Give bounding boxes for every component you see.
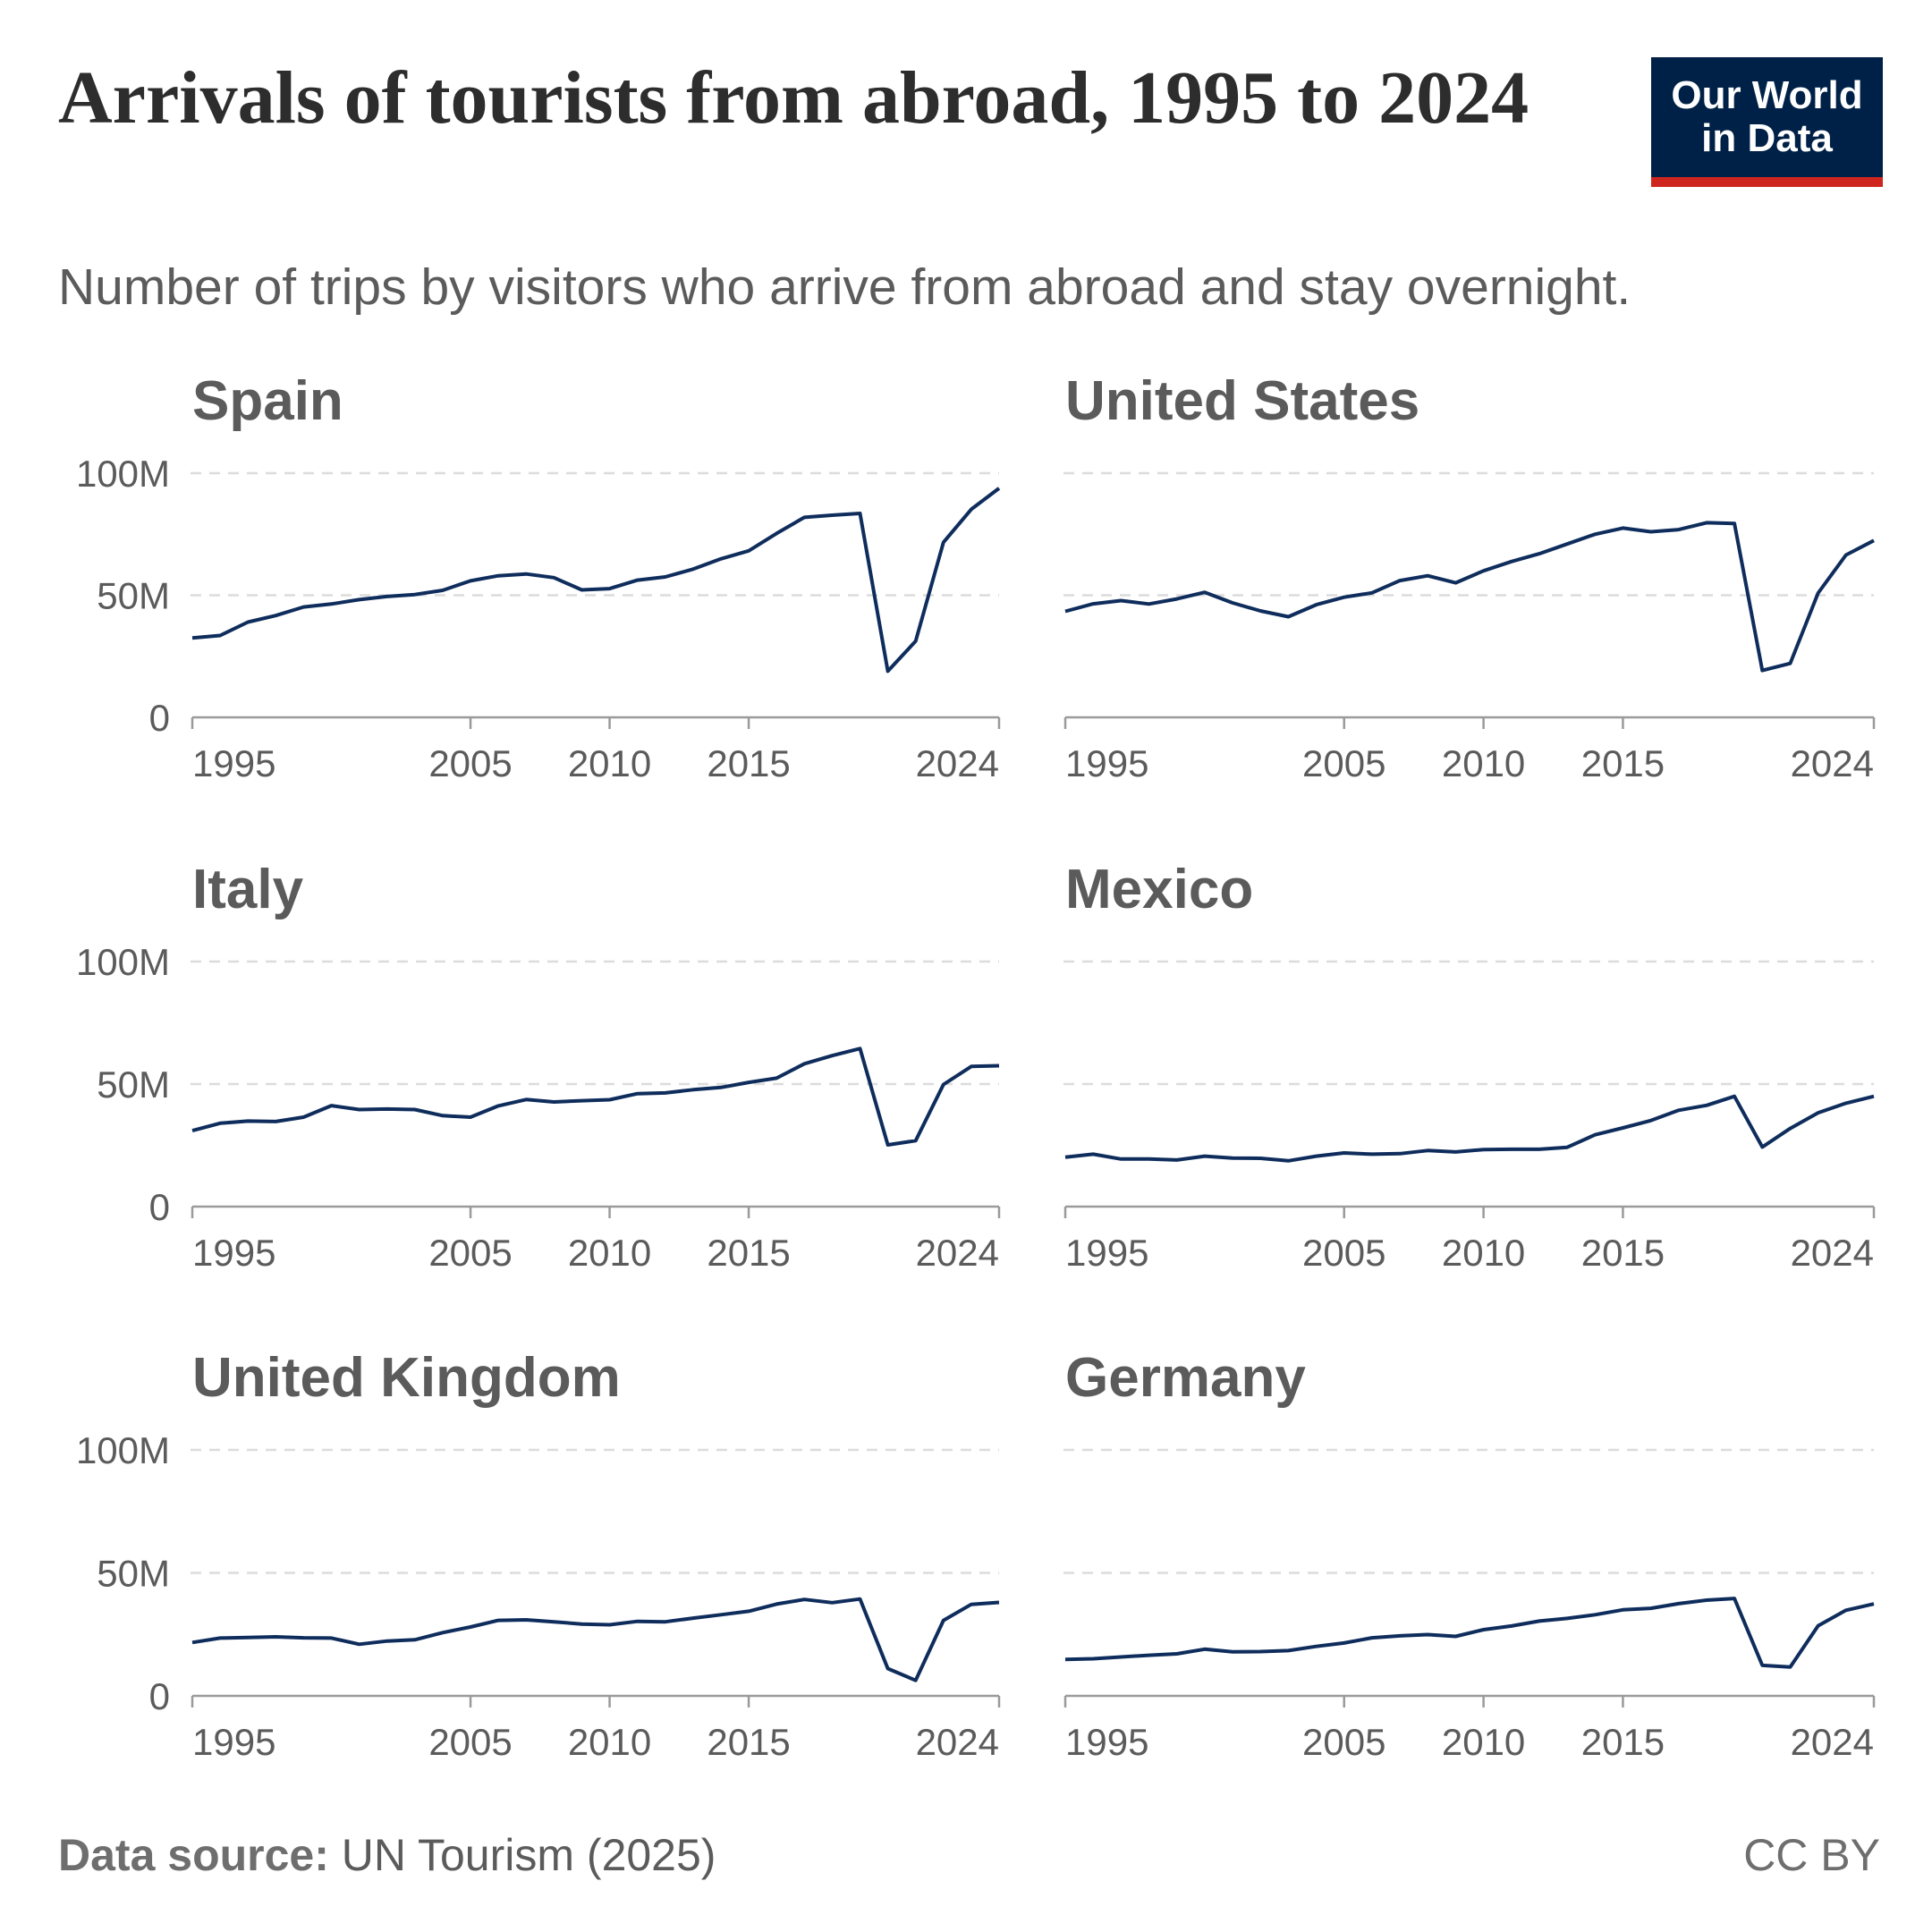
panel-title: Italy (192, 859, 304, 920)
x-tick-label: 1995 (192, 1721, 275, 1763)
x-tick-label: 2010 (568, 1721, 651, 1763)
data-line (191, 1046, 1000, 1147)
x-tick-label: 2005 (1302, 1721, 1385, 1763)
y-tick-label: 50M (97, 1553, 170, 1595)
x-tick-label: 2015 (1581, 1232, 1665, 1274)
y-tick-label: 100M (76, 941, 170, 983)
logo-line: Our World (1671, 73, 1863, 117)
x-tick-label: 2024 (1791, 742, 1874, 784)
x-tick-label: 2015 (1581, 1721, 1665, 1763)
source-label: Data source: (58, 1830, 329, 1880)
x-tick-label: 2024 (1791, 1232, 1874, 1274)
panel-title: Germany (1065, 1347, 1306, 1409)
source-text[interactable]: UN Tourism (2025) (341, 1830, 716, 1880)
x-tick-label: 1995 (192, 1232, 275, 1274)
y-tick-label: 0 (149, 697, 170, 739)
x-tick-label: 2024 (916, 742, 999, 784)
y-tick-label: 100M (76, 453, 170, 495)
y-tick-label: 50M (97, 1063, 170, 1106)
license[interactable]: CC BY (1743, 1830, 1880, 1880)
x-tick-label: 2015 (707, 742, 790, 784)
y-tick-label: 50M (97, 575, 170, 617)
logo[interactable]: Our World in Data (1651, 57, 1883, 187)
x-tick-label: 1995 (1065, 742, 1148, 784)
panel-title: United States (1065, 370, 1419, 432)
data-line (1064, 1597, 1875, 1669)
y-tick-label: 0 (149, 1675, 170, 1717)
x-tick-label: 2024 (916, 1232, 999, 1274)
y-tick-label: 0 (149, 1186, 170, 1228)
panel-title: Spain (192, 370, 343, 432)
panel-title: United Kingdom (192, 1347, 621, 1409)
source: Data source: UN Tourism (2025) (58, 1829, 716, 1881)
subtitle: Number of trips by visitors who arrive f… (58, 258, 1631, 316)
data-line (191, 1597, 1000, 1682)
x-tick-label: 2005 (1302, 1232, 1385, 1274)
x-tick-label: 2015 (707, 1721, 790, 1763)
x-tick-label: 2005 (428, 1232, 512, 1274)
x-tick-label: 1995 (1065, 1232, 1148, 1274)
data-line (1064, 1094, 1875, 1163)
panel-title: Mexico (1065, 859, 1253, 920)
data-line (191, 487, 1001, 674)
x-tick-label: 1995 (192, 742, 275, 784)
x-tick-label: 2005 (1302, 742, 1385, 784)
x-tick-label: 2015 (1581, 742, 1665, 784)
x-tick-label: 2010 (568, 742, 651, 784)
x-tick-label: 2024 (1791, 1721, 1874, 1763)
x-tick-label: 2015 (707, 1232, 790, 1274)
x-tick-label: 2010 (1442, 1721, 1525, 1763)
x-tick-label: 2010 (1442, 742, 1525, 784)
x-tick-label: 2010 (568, 1232, 651, 1274)
x-tick-label: 2010 (1442, 1232, 1525, 1274)
x-tick-label: 2005 (428, 742, 512, 784)
x-tick-label: 1995 (1065, 1721, 1148, 1763)
x-tick-label: 2024 (916, 1721, 999, 1763)
y-tick-label: 100M (76, 1429, 170, 1471)
data-line (1064, 521, 1875, 673)
logo-line: in Data (1701, 116, 1833, 160)
title: Arrivals of tourists from abroad, 1995 t… (58, 56, 1530, 140)
x-tick-label: 2005 (428, 1721, 512, 1763)
